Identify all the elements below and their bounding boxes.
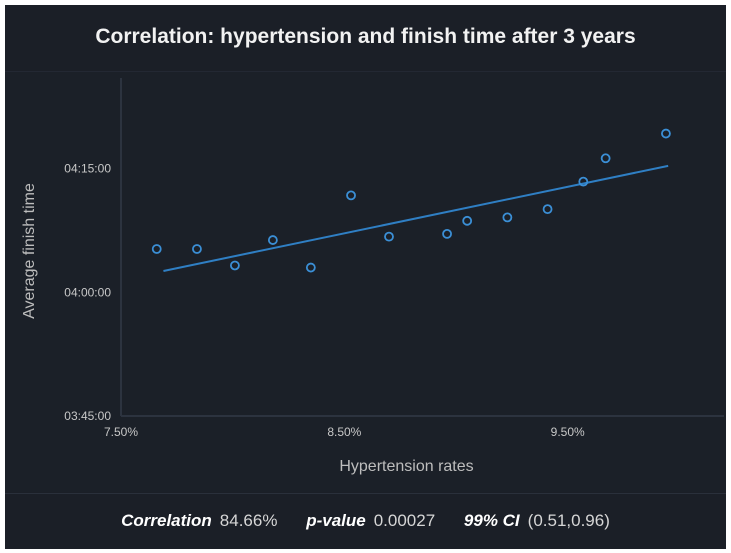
trend-line <box>163 164 669 272</box>
x-axis-title: Hypertension rates <box>339 458 473 475</box>
chart-frame: Correlation: hypertension and finish tim… <box>5 5 726 549</box>
data-point <box>502 212 513 223</box>
y-axis-title: Average finish time <box>21 183 38 319</box>
y-tick-label: 04:15:00 <box>64 162 111 176</box>
pvalue-label: p-value <box>306 511 366 530</box>
data-point <box>151 244 162 254</box>
title-bar: Correlation: hypertension and finish tim… <box>5 5 726 72</box>
data-point <box>442 228 452 239</box>
data-point <box>305 262 316 273</box>
correlation-value: 84.66% <box>219 511 278 530</box>
plot-panel: 03:45:00 04:00:00 04:15:00 7.50% 8.50% 9.50% H… <box>5 72 726 492</box>
data-point <box>384 231 394 242</box>
data-point <box>346 190 356 201</box>
data-point <box>229 260 240 271</box>
pvalue-stat: p-value 0.00027 <box>306 511 435 531</box>
x-tick-label: 9.50% <box>551 425 585 439</box>
y-tick-label: 04:00:00 <box>64 285 111 299</box>
correlation-stat: Correlation 84.66% <box>121 511 277 531</box>
y-tick-label: 03:45:00 <box>64 409 111 423</box>
ci-label: 99% CI <box>463 511 520 530</box>
ci-stat: 99% CI (0.51,0.96) <box>464 511 610 531</box>
data-point <box>267 235 278 245</box>
ci-value: (0.51,0.96) <box>527 511 610 530</box>
chart-title: Correlation: hypertension and finish tim… <box>95 25 636 48</box>
data-point <box>661 128 671 139</box>
data-point <box>600 153 611 164</box>
stats-line: Correlation 84.66% p-value 0.00027 99% CI (… <box>5 511 726 531</box>
x-tick-label: 7.50% <box>104 425 138 439</box>
pvalue-value: 0.00027 <box>373 511 436 530</box>
data-point <box>192 244 202 254</box>
x-tick-label: 8.50% <box>327 425 361 439</box>
data-point <box>542 204 553 215</box>
data-point <box>578 176 589 187</box>
scatter-chart: 03:45:00 04:00:00 04:15:00 7.50% 8.50% 9.50% H… <box>21 78 724 475</box>
stats-bar: Correlation 84.66% p-value 0.00027 99% CI (… <box>5 493 726 549</box>
data-point <box>462 215 473 226</box>
correlation-label: Correlation <box>121 511 212 530</box>
